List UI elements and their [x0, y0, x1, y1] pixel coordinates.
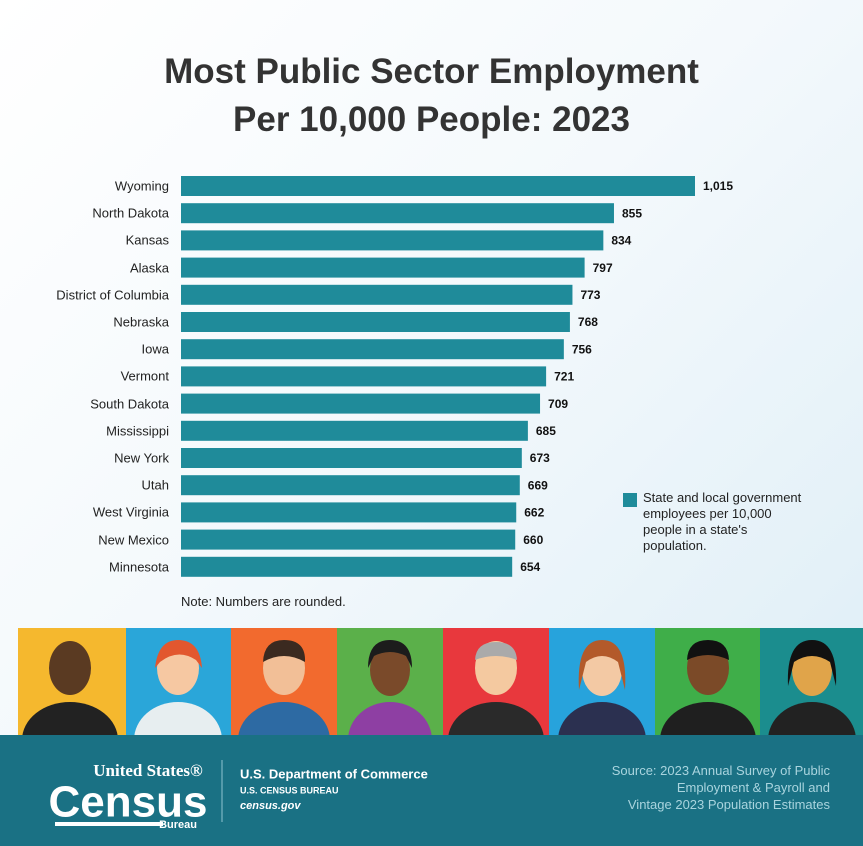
person-head [49, 641, 91, 695]
category-label: Minnesota [109, 559, 169, 575]
category-label: Alaska [129, 260, 169, 276]
person-hair [155, 640, 202, 668]
value-label: 1,015 [703, 179, 733, 193]
bar [181, 230, 604, 251]
person-hair [263, 640, 306, 662]
category-label: Kansas [125, 232, 169, 248]
bar [181, 502, 517, 523]
category-label: Mississippi [106, 423, 169, 439]
value-label: 654 [520, 560, 540, 574]
category-label: North Dakota [92, 205, 169, 221]
logo-bottom: Bureau [159, 819, 197, 831]
category-label: New York [114, 450, 169, 466]
bar [181, 203, 614, 224]
logo-main: Census [49, 778, 208, 827]
person-hair [578, 640, 626, 690]
legend-label: State and local government employees per… [643, 490, 802, 553]
bar [181, 312, 570, 332]
value-label: 685 [536, 424, 556, 438]
bar [181, 176, 695, 196]
person-hair [687, 640, 729, 660]
value-label: 855 [622, 206, 642, 220]
category-label: District of Columbia [56, 287, 169, 303]
value-label: 709 [548, 397, 568, 411]
source-line: Employment & Payroll and [676, 780, 830, 795]
person-hair [787, 640, 837, 686]
value-label: 660 [523, 533, 543, 547]
value-label: 768 [578, 315, 598, 329]
value-label: 797 [593, 261, 613, 275]
bar [181, 393, 541, 414]
bureau: U.S. CENSUS BUREAU [240, 785, 339, 795]
source-line: Vintage 2023 Population Estimates [627, 797, 830, 812]
bar [181, 556, 513, 577]
category-label: South Dakota [90, 396, 169, 412]
category-label: New Mexico [98, 532, 169, 548]
value-label: 673 [530, 451, 550, 465]
bar [181, 339, 564, 360]
category-label: West Virginia [92, 504, 169, 520]
value-label: 662 [524, 506, 544, 520]
person-hair [368, 640, 412, 668]
bar [181, 257, 585, 278]
bar [181, 284, 573, 305]
category-label: Wyoming [114, 178, 169, 194]
logo-underline [55, 822, 163, 826]
footer-band [0, 735, 863, 846]
title-line: Most Public Sector Employment [164, 52, 699, 91]
value-label: 669 [528, 478, 548, 492]
category-label: Iowa [141, 341, 169, 357]
legend-swatch [623, 493, 637, 507]
value-label: 834 [611, 234, 631, 248]
bar [181, 448, 522, 468]
source-line: Source: 2023 Annual Survey of Public [611, 763, 830, 778]
logo-top: United States® [93, 761, 203, 780]
category-label: Nebraska [113, 314, 169, 330]
bar [181, 420, 528, 441]
category-label: Utah [141, 477, 169, 493]
bar [181, 529, 516, 550]
category-label: Vermont [120, 368, 169, 384]
value-label: 756 [572, 342, 592, 356]
note: Note: Numbers are rounded. [181, 594, 346, 609]
person-head [370, 644, 410, 696]
bar [181, 366, 547, 387]
value-label: 773 [580, 288, 600, 302]
website: census.gov [240, 800, 301, 812]
bar [181, 475, 520, 496]
person-hair [475, 642, 517, 660]
value-label: 721 [554, 370, 574, 384]
department: U.S. Department of Commerce [240, 766, 428, 781]
title-line: Per 10,000 People: 2023 [233, 100, 630, 139]
